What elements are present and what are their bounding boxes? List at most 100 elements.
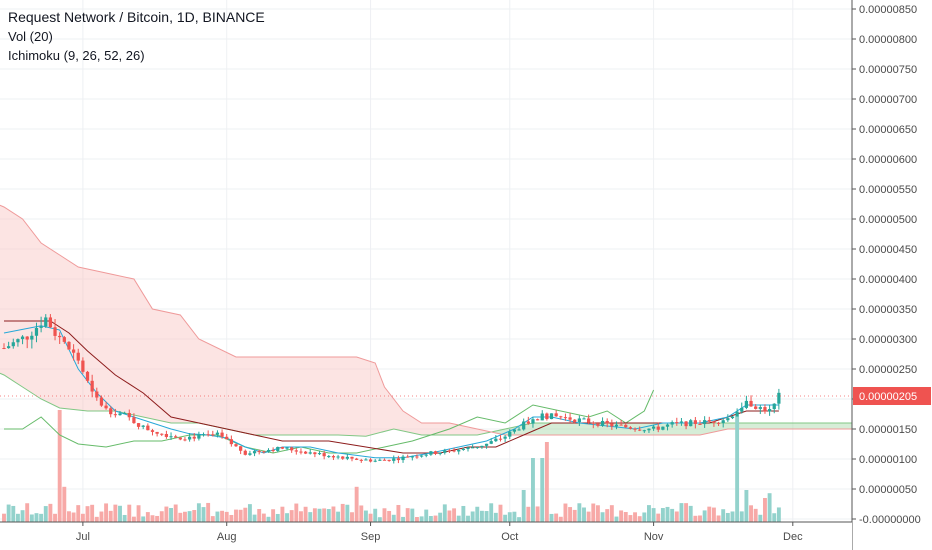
- volume-bar: [711, 507, 716, 522]
- volume-bar: [609, 505, 614, 522]
- symbol-title[interactable]: Request Network / Bitcoin, 1D, BINANCE: [8, 9, 265, 25]
- time-tick-label: Dec: [783, 531, 803, 543]
- candle-body: [341, 456, 345, 459]
- volume-indicator-label[interactable]: Vol (20): [8, 29, 53, 44]
- volume-bar: [285, 513, 289, 522]
- candle-body: [11, 342, 15, 347]
- volume-bar: [521, 490, 526, 522]
- candle-body: [266, 449, 271, 452]
- candle-body: [215, 432, 220, 435]
- volume-bar: [53, 513, 57, 522]
- volume-bar: [582, 507, 586, 522]
- volume-bar: [48, 503, 53, 522]
- candle-body: [740, 407, 744, 412]
- candle-body: [336, 456, 340, 458]
- volume-bar: [131, 516, 136, 522]
- candle-body: [498, 438, 503, 440]
- candle-body: [433, 451, 438, 454]
- volume-bar: [633, 512, 637, 522]
- volume-bar: [433, 515, 438, 522]
- volume-bar: [11, 505, 16, 522]
- candle-body: [308, 452, 312, 454]
- candle-body: [744, 400, 749, 408]
- candle-body: [406, 456, 410, 458]
- candle-body: [466, 447, 470, 449]
- candle-body: [322, 453, 326, 457]
- candle-body: [67, 341, 71, 350]
- volume-bar: [266, 516, 271, 522]
- candle-body: [146, 425, 150, 431]
- ichimoku-indicator-label[interactable]: Ichimoku (9, 26, 52, 26): [8, 48, 145, 63]
- candle-body: [271, 449, 275, 451]
- candle-body: [2, 348, 6, 349]
- candle-body: [48, 317, 53, 328]
- candle-body: [438, 452, 442, 454]
- candle-body: [763, 407, 767, 412]
- volume-bar: [466, 515, 470, 522]
- volume-bar: [373, 508, 378, 522]
- volume-bar: [628, 515, 633, 522]
- volume-bar: [280, 506, 285, 522]
- candle-body: [303, 451, 308, 454]
- candle-body: [605, 420, 609, 424]
- candle-body: [568, 417, 572, 420]
- volume-bar: [15, 513, 20, 522]
- candle-body: [239, 446, 243, 451]
- volume-bar: [447, 510, 452, 522]
- volume-bar: [220, 510, 225, 522]
- volume-bar: [688, 505, 693, 522]
- candle-body: [243, 450, 247, 455]
- volume-bar: [150, 515, 155, 522]
- time-tick-label: Oct: [501, 531, 518, 543]
- candle-body: [522, 421, 526, 430]
- candle-body: [610, 423, 614, 427]
- volume-bar: [326, 509, 331, 522]
- candle-body: [327, 456, 331, 458]
- candle-body: [689, 420, 693, 427]
- candle-body: [754, 406, 758, 409]
- grid: [0, 0, 852, 522]
- cloud-fill: [491, 423, 895, 435]
- time-tick-label: Nov: [644, 531, 664, 543]
- volume-bar: [336, 511, 341, 522]
- volume-bar: [183, 511, 187, 522]
- volume-bar: [428, 516, 433, 522]
- candle-body: [577, 418, 581, 423]
- volume-bar: [739, 511, 744, 522]
- volume-bar: [192, 510, 197, 522]
- volume-bar: [113, 504, 118, 522]
- candle-body: [211, 434, 215, 436]
- candle-body: [424, 454, 428, 456]
- volume-bar: [80, 513, 85, 522]
- candle-body: [30, 335, 34, 340]
- candle-body: [415, 456, 419, 458]
- candle-body: [183, 439, 187, 441]
- candle-body: [136, 423, 141, 427]
- volume-bar: [503, 514, 508, 522]
- volume-bar: [104, 503, 109, 522]
- volume-bar: [391, 514, 396, 522]
- volume-bar: [322, 508, 327, 522]
- volume-bar: [637, 516, 642, 522]
- candle-body: [285, 447, 289, 449]
- volume-bar: [595, 505, 600, 522]
- cloud-fill: [0, 205, 492, 437]
- volume-bar: [317, 508, 322, 522]
- volume-bar: [122, 514, 127, 522]
- volume-bar: [456, 515, 461, 522]
- current-price-tag: [853, 387, 931, 405]
- volume-bar: [67, 511, 71, 522]
- volume-bar: [145, 512, 150, 522]
- candle-body: [642, 430, 646, 432]
- price-tick-label: 0.00000250: [859, 364, 917, 376]
- candle-body: [591, 422, 595, 424]
- volume-bars: [2, 410, 781, 522]
- candle-body: [582, 418, 586, 420]
- price-tick-label: 0.00000100: [859, 454, 917, 466]
- volume-bar: [312, 508, 317, 522]
- candle-body: [262, 451, 266, 453]
- volume-bar: [605, 509, 610, 522]
- time-tick-label: Aug: [217, 531, 237, 543]
- price-tick-label: 0.00000500: [859, 214, 917, 226]
